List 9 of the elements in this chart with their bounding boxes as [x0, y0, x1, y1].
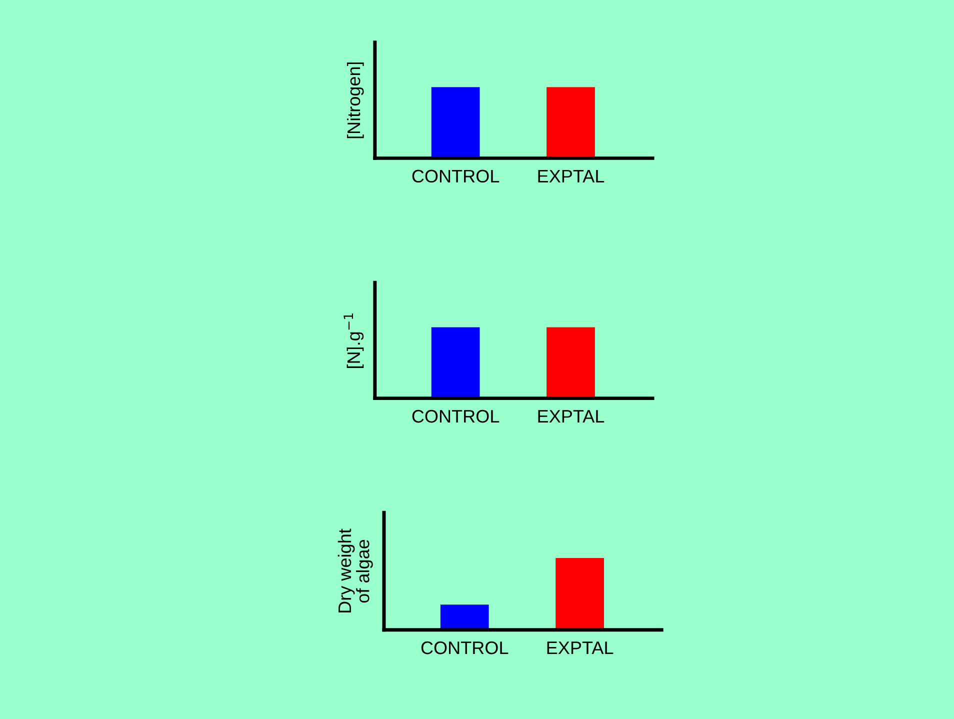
y-axis-title: [N].g$^{−1}$ — [344, 313, 364, 368]
x-tick-label: CONTROL — [412, 410, 500, 423]
x-tick-label: EXPTAL — [538, 410, 604, 423]
x-tick-label: CONTROL — [412, 170, 500, 183]
x-tick-label: EXPTAL — [547, 642, 614, 654]
x-tick-label: EXPTAL — [538, 170, 604, 182]
y-axis-title: Dry weight of algae — [338, 528, 373, 612]
x-tick-label: CONTROL — [421, 641, 508, 654]
y-axis-title: [Nitrogen] — [346, 62, 364, 138]
